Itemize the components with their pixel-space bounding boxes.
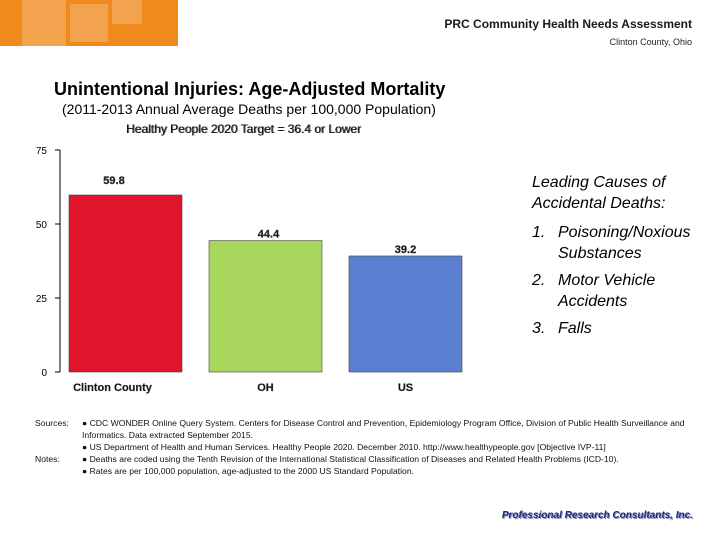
target-label: Healthy People 2020 Target = 36.4 or Low…	[126, 122, 361, 136]
note-line: ● Deaths are coded using the Tenth Revis…	[82, 454, 619, 464]
bar	[208, 240, 323, 373]
header-logo-block	[0, 0, 178, 46]
leading-cause-number: 1.	[532, 224, 546, 241]
category-label: OH	[257, 382, 274, 394]
bar-chart: 0 25 50 75 59.8 Clinton County 44.4 OH 39.2 US	[36, 146, 463, 394]
leading-cause-item: 1. Poisoning/Noxious Substances	[532, 222, 712, 264]
logo-tile	[112, 0, 142, 24]
y-tick-label: 50	[36, 220, 48, 231]
sources-row: Sources: ● CDC WONDER Online Query Syste…	[35, 417, 695, 453]
leading-cause-text: Falls	[558, 320, 592, 337]
y-tick-label: 75	[36, 146, 48, 157]
leading-cause-text: Motor Vehicle Accidents	[558, 272, 656, 310]
bar	[348, 255, 463, 373]
data-label: 59.8	[103, 175, 124, 187]
leading-causes-list: 1. Poisoning/Noxious Substances 2. Motor V…	[532, 222, 712, 339]
leading-cause-item: 3. Falls	[532, 318, 712, 339]
sources-notes: Sources: ● CDC WONDER Online Query Syste…	[35, 417, 695, 477]
sources-label: Sources:	[35, 418, 69, 428]
source-line: ● US Department of Health and Human Serv…	[82, 442, 606, 452]
leading-cause-number: 3.	[532, 320, 546, 337]
leading-cause-text: Poisoning/Noxious Substances	[558, 224, 691, 262]
data-label: 44.4	[258, 229, 280, 241]
logo-tile	[22, 0, 66, 46]
logo-tile	[70, 4, 108, 42]
header-location: Clinton County, Ohio	[609, 37, 692, 47]
prc-logo: Professional Research Consultants, Inc.	[501, 510, 693, 521]
leading-causes-heading: Leading Causes of Accidental Deaths:	[532, 174, 666, 212]
data-label: 39.2	[395, 244, 416, 256]
y-tick-label: 25	[36, 294, 48, 305]
notes-row: Notes: ● Deaths are coded using the Tent…	[35, 453, 695, 477]
source-line: ● CDC WONDER Online Query System. Center…	[82, 418, 685, 440]
category-label: US	[398, 382, 413, 394]
y-tick-label: 0	[41, 368, 47, 379]
bar	[68, 194, 183, 373]
leading-causes-panel: Leading Causes of Accidental Deaths: 1. P…	[532, 172, 712, 345]
chart-subtitle: (2011-2013 Annual Average Deaths per 100…	[62, 101, 436, 117]
leading-cause-item: 2. Motor Vehicle Accidents	[532, 270, 712, 312]
leading-cause-number: 2.	[532, 272, 546, 289]
header-title: PRC Community Health Needs Assessment	[444, 17, 692, 31]
chart-title: Unintentional Injuries: Age-Adjusted Mor…	[54, 79, 446, 99]
note-line: ● Rates are per 100,000 population, age-…	[82, 466, 414, 476]
category-label: Clinton County	[73, 382, 153, 394]
notes-label: Notes:	[35, 454, 60, 464]
